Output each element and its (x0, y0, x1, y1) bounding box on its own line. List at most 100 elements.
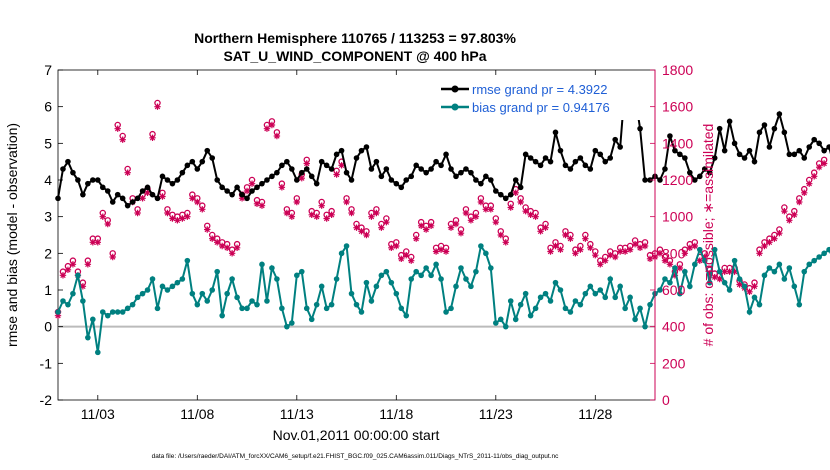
rmse-point (443, 151, 449, 158)
obs-assimilated-marker (363, 231, 370, 239)
bias-point (463, 276, 469, 282)
rmse-point (303, 166, 310, 172)
bias-point (507, 298, 514, 304)
bias-point (448, 305, 454, 312)
obs-assimilated-marker (676, 264, 684, 272)
obs-assimilated-marker (532, 213, 539, 220)
obs-assimilated-marker (711, 273, 718, 281)
obs-assimilated-marker (258, 202, 266, 209)
bias-point (114, 309, 121, 315)
obs-assimilated-marker (537, 228, 544, 235)
obs-assimilated-marker (587, 244, 594, 252)
bias-point (249, 298, 255, 304)
chart-title-line2: SAT_U_WIND_COMPONENT @ 400 hPa (223, 48, 486, 64)
bias-point (527, 312, 534, 319)
bias-point (60, 298, 66, 304)
obs-assimilated-marker (577, 246, 584, 253)
bias-point (532, 305, 539, 312)
obs-assimilated-marker (437, 246, 445, 253)
rmse-point (418, 166, 424, 172)
obs-assimilated-marker (218, 242, 226, 250)
rmse-point (413, 162, 420, 169)
obs-assimilated-marker (706, 270, 713, 277)
footer-data-file: data file: /Users/raeder/DAI/ATM_forcXX/… (152, 453, 560, 460)
obs-assimilated-marker (54, 312, 62, 319)
rmse-point (65, 158, 71, 165)
obs-assimilated-marker (427, 222, 435, 230)
rmse-point (488, 177, 494, 183)
obs-assimilated-marker (507, 204, 514, 211)
obs-assimilated-marker (527, 211, 534, 219)
bias-point (537, 294, 544, 301)
bias-point (313, 301, 320, 308)
obs-assimilated-marker (557, 246, 564, 253)
rmse-point (154, 195, 161, 202)
rmse-point (816, 140, 822, 147)
obs-assimilated-marker (815, 163, 823, 171)
obs-assimilated-marker (388, 244, 395, 252)
rmse-point (463, 166, 469, 172)
bias-point (219, 312, 225, 319)
obs-assimilated-marker (487, 206, 495, 213)
bias-point (244, 305, 250, 312)
rmse-point (806, 144, 813, 150)
rmse-point (478, 180, 484, 187)
obs-assimilated-marker (477, 198, 485, 206)
obs-assimilated-marker (273, 132, 281, 140)
bias-point (308, 316, 315, 323)
bias-point (234, 294, 240, 301)
y-tick-label-left: 0 (44, 319, 52, 335)
obs-assimilated-marker (278, 184, 286, 191)
rmse-point (448, 166, 454, 172)
y-tick-label-left: -2 (40, 392, 53, 408)
rmse-point (204, 147, 211, 154)
bias-point (483, 250, 489, 257)
bias-point (303, 305, 310, 312)
obs-assimilated-marker (228, 250, 236, 257)
bias-point (80, 298, 86, 304)
rmse-point (493, 188, 499, 194)
bias-point (627, 294, 633, 301)
obs-assimilated-marker (184, 213, 191, 220)
bias-point (373, 283, 380, 290)
obs-assimilated-marker (328, 211, 335, 219)
obs-assimilated-marker (472, 213, 480, 220)
obs-assimilated-marker (348, 209, 355, 217)
rmse-point (428, 166, 434, 172)
bias-point (134, 294, 141, 301)
obs-assimilated-marker (612, 253, 619, 261)
bias-point (582, 290, 589, 297)
bias-point (269, 265, 275, 271)
bias-point (139, 290, 146, 297)
bias-point (383, 268, 390, 275)
obs-assimilated-marker (293, 198, 300, 206)
rmse-point (209, 155, 216, 161)
bias-point (502, 323, 509, 330)
obs-assimilated-marker (636, 244, 644, 252)
x-tick-label: 11/23 (479, 406, 513, 422)
obs-assimilated-marker (572, 250, 579, 257)
rmse-point (577, 155, 584, 161)
plot-area (57, 69, 656, 401)
bias-point (786, 265, 793, 271)
rmse-point (507, 191, 514, 198)
obs-assimilated-marker (417, 222, 425, 230)
rmse-point (70, 169, 76, 176)
rmse-point (363, 144, 370, 150)
bias-point (552, 279, 559, 286)
bias-point (438, 276, 444, 282)
rmse-point (114, 191, 121, 198)
rmse-point (453, 173, 459, 180)
y-tick-label-left: 3 (44, 209, 52, 225)
obs-assimilated-marker (811, 173, 818, 180)
bias-point (756, 301, 763, 308)
bias-point (766, 265, 773, 271)
bias-point (274, 276, 280, 282)
obs-assimilated-marker (109, 253, 116, 261)
obs-assimilated-marker (691, 242, 698, 250)
y-tick-label-left: 7 (44, 62, 52, 78)
obs-assimilated-marker (736, 281, 743, 288)
rmse-point (696, 173, 703, 180)
bias-point (229, 276, 235, 282)
obs-assimilated-marker (801, 189, 808, 197)
